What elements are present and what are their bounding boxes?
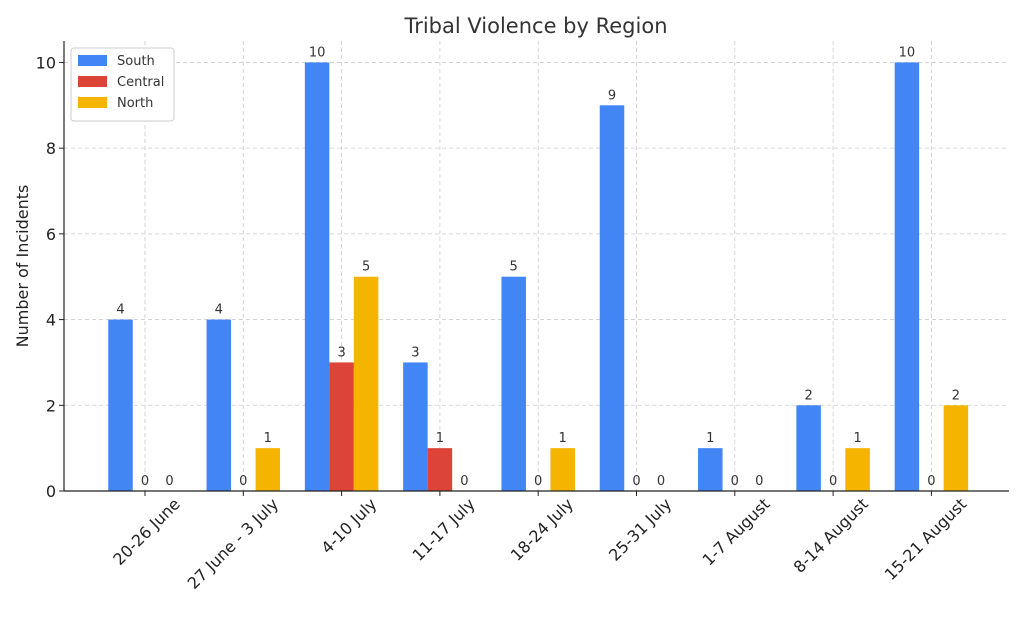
legend: South Central North	[70, 47, 175, 122]
bar-north-4-10-july	[353, 276, 379, 491]
data-label-south-25-31-july: 9	[608, 88, 616, 103]
data-label-central-4-10-july: 3	[337, 345, 345, 360]
data-label-central-20-26-june: 0	[141, 474, 149, 489]
x-tick-label-20-26-june: 20-26 June	[109, 494, 184, 569]
bar-south-4-10-july	[304, 62, 330, 492]
data-label-south-18-24-july: 5	[510, 260, 518, 275]
data-label-south-8-14-august: 2	[804, 388, 812, 403]
y-tick-label-6: 6	[46, 225, 56, 244]
bar-south-20-26-june	[108, 319, 133, 491]
bar-south-18-24-july	[501, 276, 526, 491]
legend-swatch-north	[78, 97, 107, 108]
x-tick-label-1-7-august: 1-7 August	[699, 494, 774, 569]
legend-label-north: North	[117, 96, 153, 111]
data-label-north-25-31-july: 0	[657, 474, 665, 489]
data-label-central-25-31-july: 0	[632, 474, 640, 489]
y-tick-label-2: 2	[46, 396, 56, 415]
data-label-central-8-14-august: 0	[829, 474, 837, 489]
y-tick-label-8: 8	[46, 139, 56, 158]
bar-north-18-24-july	[550, 448, 575, 491]
bars	[108, 62, 969, 492]
y-axis-title: Number of Incidents	[13, 185, 32, 348]
data-label-north-8-14-august: 1	[853, 431, 861, 446]
chart-title: Tribal Violence by Region	[403, 14, 667, 38]
data-label-central-27-june-3-july: 0	[239, 474, 247, 489]
bar-south-1-7-august	[698, 448, 723, 491]
data-label-central-15-21-august: 0	[927, 474, 935, 489]
x-tick-label-25-31-july: 25-31 July	[605, 494, 675, 564]
x-tick-label-27-june-3-july: 27 June - 3 July	[184, 494, 282, 592]
data-label-north-20-26-june: 0	[165, 474, 173, 489]
bar-north-15-21-august	[943, 405, 969, 491]
x-tick-label-8-14-august: 8-14 August	[790, 494, 872, 576]
bar-central-4-10-july	[329, 362, 354, 491]
legend-swatch-south	[78, 55, 107, 66]
data-label-north-15-21-august: 2	[952, 388, 960, 403]
legend-swatch-central	[78, 76, 107, 87]
data-label-north-18-24-july: 1	[559, 431, 567, 446]
legend-label-south: South	[117, 54, 155, 69]
data-label-central-18-24-july: 0	[534, 474, 542, 489]
data-label-north-27-june-3-july: 1	[264, 431, 272, 446]
x-tick-label-11-17-july: 11-17 July	[408, 494, 478, 564]
y-tick-label-10: 10	[36, 53, 56, 72]
data-label-south-27-june-3-july: 4	[215, 303, 223, 318]
data-label-north-1-7-august: 0	[755, 474, 763, 489]
grid-lines	[64, 41, 1009, 492]
data-label-south-15-21-august: 10	[899, 45, 916, 60]
data-label-south-20-26-june: 4	[116, 303, 124, 318]
x-tick-label-4-10-july: 4-10 July	[317, 494, 380, 557]
bar-south-15-21-august	[894, 62, 920, 492]
x-tick-label-18-24-july: 18-24 July	[507, 494, 577, 564]
bar-south-25-31-july	[599, 105, 625, 492]
data-label-central-11-17-july: 1	[436, 431, 444, 446]
y-tick-label-0: 0	[46, 482, 56, 501]
data-label-south-11-17-july: 3	[411, 345, 419, 360]
legend-label-central: Central	[117, 75, 164, 90]
bar-central-11-17-july	[427, 448, 453, 491]
bar-south-8-14-august	[796, 405, 821, 491]
data-label-north-11-17-july: 0	[460, 474, 468, 489]
bar-north-8-14-august	[845, 448, 870, 491]
bar-south-11-17-july	[403, 362, 428, 491]
data-label-south-1-7-august: 1	[706, 431, 714, 446]
data-label-north-4-10-july: 5	[362, 260, 370, 275]
bar-south-27-june-3-july	[206, 319, 232, 491]
data-label-south-4-10-july: 10	[309, 45, 326, 60]
y-tick-label-4: 4	[46, 311, 56, 330]
bar-north-27-june-3-july	[255, 448, 281, 491]
data-label-central-1-7-august: 0	[731, 474, 739, 489]
x-tick-label-15-21-august: 15-21 August	[881, 494, 971, 584]
